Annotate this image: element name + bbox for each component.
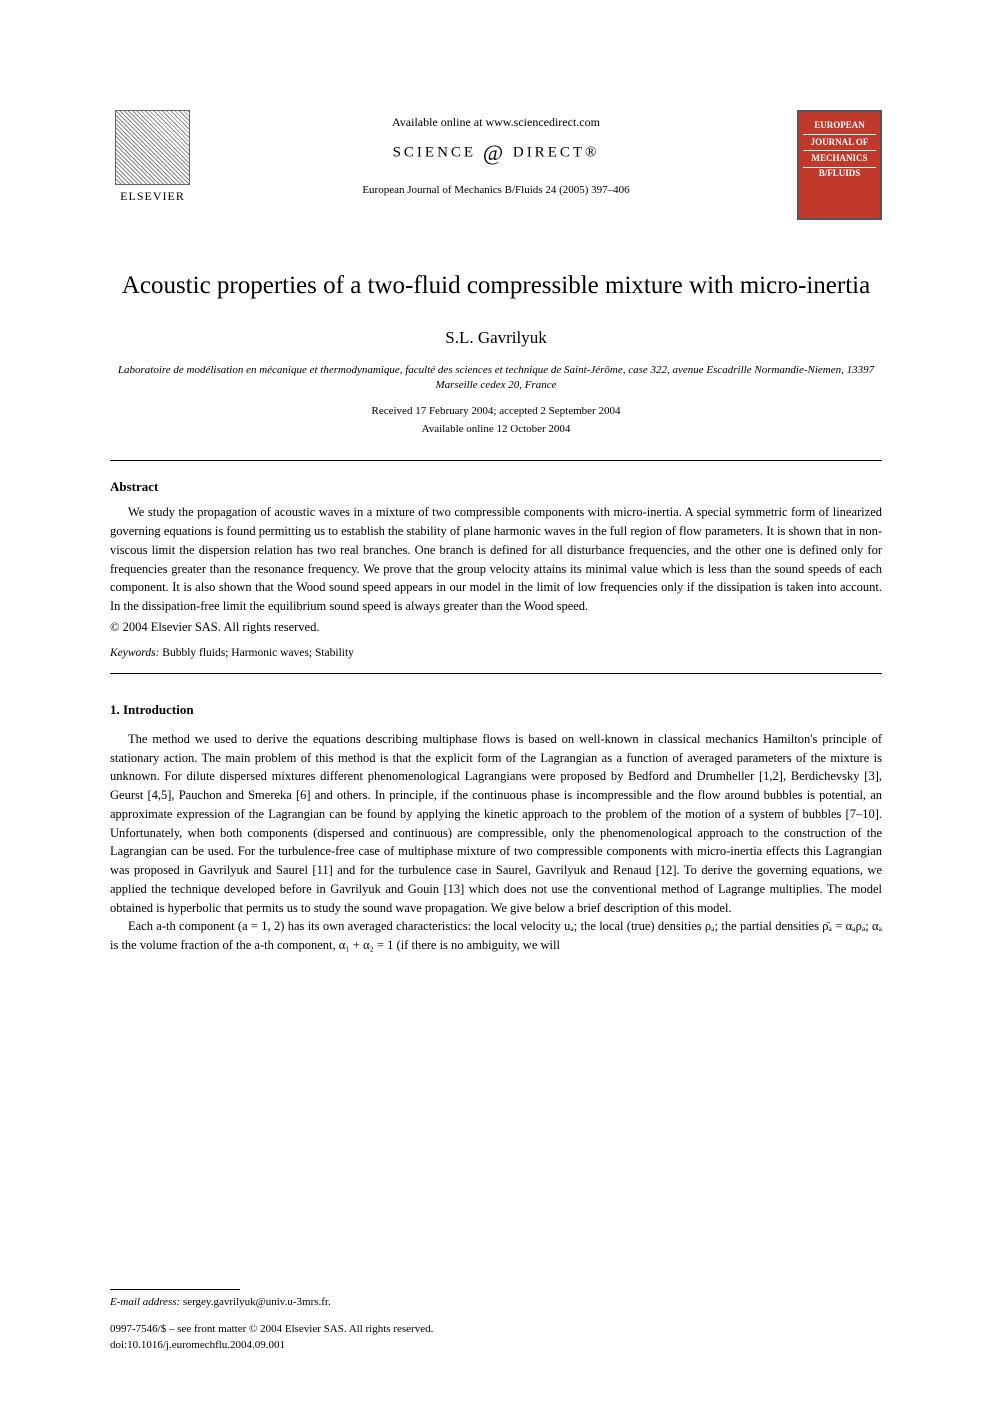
page-footer: E-mail address: sergey.gavrilyuk@univ.u-… — [110, 1289, 882, 1353]
journal-logo-line2: JOURNAL OF — [803, 135, 876, 152]
abstract-copyright: © 2004 Elsevier SAS. All rights reserved… — [110, 620, 882, 635]
author-name: S.L. Gavrilyuk — [110, 328, 882, 348]
elsevier-tree-icon — [115, 110, 190, 185]
keywords-label: Keywords: — [110, 647, 159, 659]
journal-logo-line1: EUROPEAN — [803, 118, 876, 135]
section-1-para-1: The method we used to derive the equatio… — [110, 730, 882, 918]
footer-rule — [110, 1289, 240, 1290]
email-line: E-mail address: sergey.gavrilyuk@univ.u-… — [110, 1296, 882, 1308]
journal-logo-line4: B/FLUIDS — [803, 168, 876, 180]
author-affiliation: Laboratoire de modélisation en mécanique… — [110, 363, 882, 394]
available-online-text: Available online at www.sciencedirect.co… — [195, 115, 797, 130]
section-1-para-2: Each a-th component (a = 1, 2) has its o… — [110, 917, 882, 955]
keywords-line: Keywords: Bubbly fluids; Harmonic waves;… — [110, 647, 882, 659]
email-label: E-mail address: — [110, 1296, 180, 1308]
rule-above-abstract — [110, 460, 882, 461]
at-icon: @ — [483, 140, 506, 165]
elsevier-label: ELSEVIER — [120, 189, 185, 204]
keywords-text: Bubbly fluids; Harmonic waves; Stability — [162, 647, 354, 659]
center-header: Available online at www.sciencedirect.co… — [195, 110, 797, 196]
section-1-heading: 1. Introduction — [110, 702, 882, 718]
header-row: ELSEVIER Available online at www.science… — [110, 110, 882, 220]
science-direct-logo: SCIENCE @ DIRECT® — [195, 140, 797, 166]
doi-text: doi:10.1016/j.euromechflu.2004.09.001 — [110, 1338, 882, 1353]
rule-below-keywords — [110, 673, 882, 674]
science-direct-prefix: SCIENCE — [393, 144, 477, 160]
front-matter-text: 0997-7546/$ – see front matter © 2004 El… — [110, 1322, 882, 1337]
journal-logo-line3: MECHANICS — [803, 151, 876, 168]
science-direct-suffix: DIRECT® — [513, 144, 600, 160]
journal-cover-logo: EUROPEAN JOURNAL OF MECHANICS B/FLUIDS — [797, 110, 882, 220]
elsevier-logo: ELSEVIER — [110, 110, 195, 204]
received-accepted-dates: Received 17 February 2004; accepted 2 Se… — [110, 405, 882, 417]
abstract-heading: Abstract — [110, 479, 882, 495]
article-title: Acoustic properties of a two-fluid compr… — [110, 270, 882, 303]
available-online-date: Available online 12 October 2004 — [110, 423, 882, 435]
abstract-text: We study the propagation of acoustic wav… — [110, 503, 882, 616]
email-address: sergey.gavrilyuk@univ.u-3mrs.fr. — [183, 1296, 331, 1308]
journal-citation: European Journal of Mechanics B/Fluids 2… — [195, 184, 797, 196]
